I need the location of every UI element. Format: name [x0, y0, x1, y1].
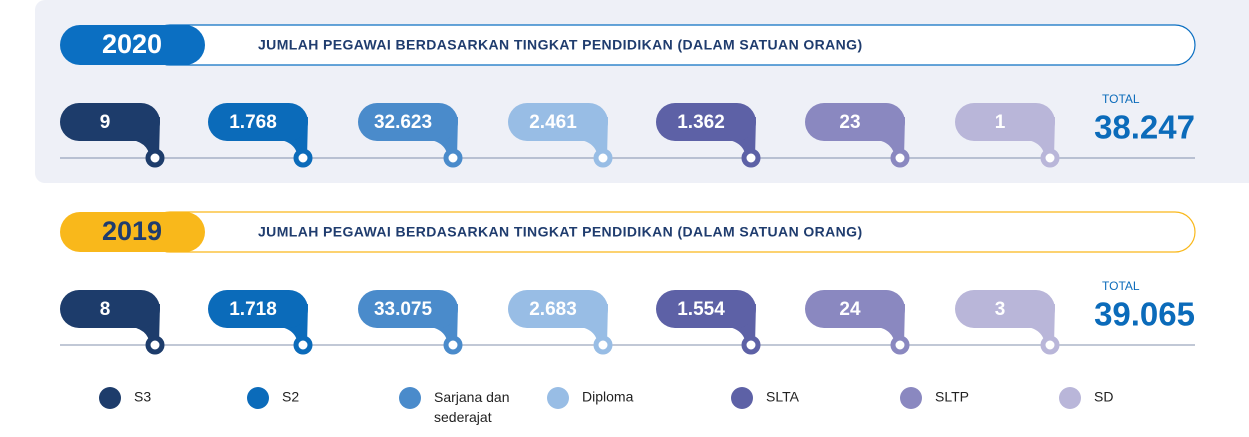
bubble-value: 3 [995, 299, 1006, 320]
legend-label: SLTA [766, 389, 800, 405]
bubble-value: 1.362 [677, 112, 725, 133]
bubble [208, 290, 308, 328]
bubble-dot [1040, 335, 1060, 355]
bubble-value: 1.768 [229, 112, 277, 133]
total-label: TOTAL [1102, 92, 1140, 106]
legend-line: Sarjana dan [434, 389, 510, 405]
bubble [208, 103, 308, 141]
bubble [656, 103, 756, 141]
bubble-dot [890, 335, 910, 355]
bubble [656, 290, 756, 328]
bubble-dot [741, 335, 761, 355]
bubble-value: 1.718 [229, 299, 277, 320]
panel-title: JUMLAH PEGAWAI BERDASARKAN TINGKAT PENDI… [258, 224, 863, 240]
bubble-dot [890, 148, 910, 168]
total-value: 38.247 [1094, 109, 1195, 146]
bubble [805, 290, 905, 328]
year: 2019 [102, 216, 162, 246]
legend-swatch [547, 387, 569, 409]
bubble-dot [293, 148, 313, 168]
bubble-value: 8 [100, 299, 111, 320]
legend-swatch [247, 387, 269, 409]
legend-label: S2 [282, 389, 299, 405]
year-pill [60, 25, 205, 65]
legend-label: S3 [134, 389, 151, 405]
year-pill [60, 212, 205, 252]
bubble-dot [443, 148, 463, 168]
bubble-value: 23 [839, 112, 860, 133]
bubble-dot [145, 335, 165, 355]
bubble-dot [593, 335, 613, 355]
legend-label: Sarjana dan sederajat [434, 389, 510, 425]
bubble [955, 103, 1055, 141]
bubble-value: 1.554 [677, 299, 725, 320]
bubble [805, 103, 905, 141]
bubble [358, 290, 458, 328]
legend-swatch [731, 387, 753, 409]
bubble-value: 2.461 [529, 112, 577, 133]
bubble-dot [1040, 148, 1060, 168]
bubble-dot [293, 335, 313, 355]
total-label: TOTAL [1102, 279, 1140, 293]
bubble [955, 290, 1055, 328]
bubble-value: 32.623 [374, 112, 432, 133]
year: 2020 [102, 29, 162, 59]
bubble-value: 24 [839, 299, 861, 320]
legend-swatch [900, 387, 922, 409]
bubble [508, 290, 608, 328]
bubble-value: 9 [100, 112, 111, 133]
legend-line: sederajat [434, 409, 492, 425]
bubble-value: 1 [995, 112, 1006, 133]
bubble-dot [741, 148, 761, 168]
bubble-value: 33.075 [374, 299, 433, 320]
panel-title: JUMLAH PEGAWAI BERDASARKAN TINGKAT PENDI… [258, 37, 863, 53]
bubble-dot [443, 335, 463, 355]
bubble [60, 103, 160, 141]
bubble [358, 103, 458, 141]
bubble [508, 103, 608, 141]
bubble-value: 2.683 [529, 299, 577, 320]
total-value: 39.065 [1094, 296, 1195, 333]
bubble-dot [145, 148, 165, 168]
legend-label: SD [1094, 389, 1113, 405]
bubble [60, 290, 160, 328]
legend-label: Diploma [582, 389, 634, 405]
legend-swatch [399, 387, 421, 409]
legend-swatch [99, 387, 121, 409]
bubble-dot [593, 148, 613, 168]
legend-swatch [1059, 387, 1081, 409]
legend-label: SLTP [935, 389, 969, 405]
